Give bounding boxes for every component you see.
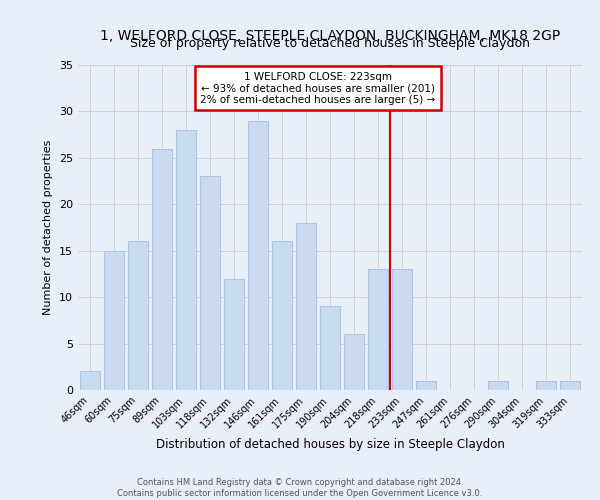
- Bar: [488, 380, 508, 390]
- Bar: [392, 270, 412, 390]
- Title: 1, WELFORD CLOSE, STEEPLE CLAYDON, BUCKINGHAM, MK18 2GP: 1, WELFORD CLOSE, STEEPLE CLAYDON, BUCKI…: [100, 29, 560, 43]
- Bar: [344, 334, 364, 390]
- Bar: [176, 130, 196, 390]
- Y-axis label: Number of detached properties: Number of detached properties: [43, 140, 53, 315]
- Bar: [296, 223, 316, 390]
- Bar: [152, 148, 172, 390]
- Bar: [104, 250, 124, 390]
- Text: Contains HM Land Registry data © Crown copyright and database right 2024.
Contai: Contains HM Land Registry data © Crown c…: [118, 478, 482, 498]
- Bar: [80, 372, 100, 390]
- Bar: [320, 306, 340, 390]
- Bar: [536, 380, 556, 390]
- Bar: [560, 380, 580, 390]
- Text: Size of property relative to detached houses in Steeple Claydon: Size of property relative to detached ho…: [130, 38, 530, 51]
- Bar: [128, 242, 148, 390]
- Bar: [272, 242, 292, 390]
- X-axis label: Distribution of detached houses by size in Steeple Claydon: Distribution of detached houses by size …: [155, 438, 505, 451]
- Bar: [200, 176, 220, 390]
- Bar: [224, 278, 244, 390]
- Bar: [248, 120, 268, 390]
- Bar: [416, 380, 436, 390]
- Bar: [368, 270, 388, 390]
- Text: 1 WELFORD CLOSE: 223sqm
← 93% of detached houses are smaller (201)
2% of semi-de: 1 WELFORD CLOSE: 223sqm ← 93% of detache…: [200, 72, 436, 105]
